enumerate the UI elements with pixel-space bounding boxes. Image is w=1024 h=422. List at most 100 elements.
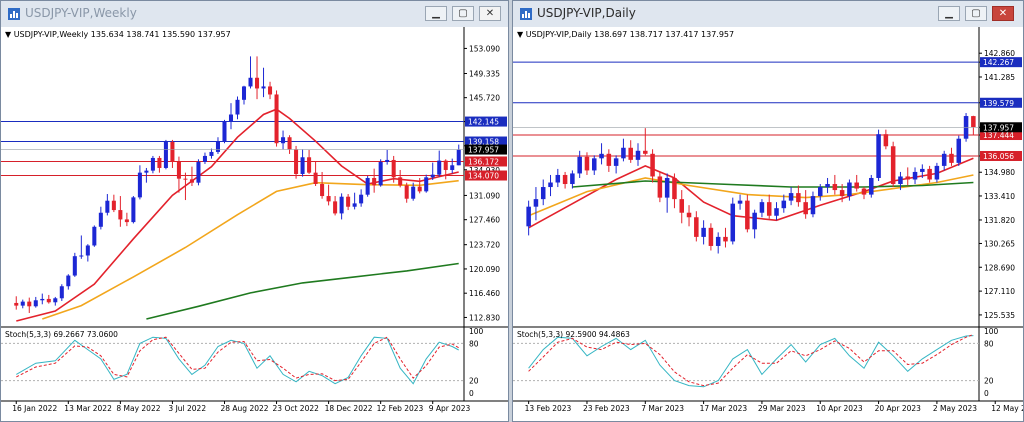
candle-body xyxy=(628,147,633,160)
close-button[interactable]: ✕ xyxy=(479,6,501,21)
candle-body xyxy=(526,206,531,227)
level-price-tag xyxy=(980,130,1022,141)
candle-body xyxy=(98,212,103,227)
candle-body xyxy=(53,298,58,303)
moving-average-green xyxy=(146,262,459,320)
candle-body xyxy=(339,196,344,214)
candle-body xyxy=(59,286,64,299)
candlestick xyxy=(759,199,765,218)
candlestick xyxy=(788,187,794,206)
candle-body xyxy=(971,116,976,128)
candle-body xyxy=(352,203,357,207)
candle-body xyxy=(40,298,45,301)
candlestick xyxy=(437,150,442,177)
candle-body xyxy=(346,196,351,207)
close-button[interactable]: ✕ xyxy=(992,6,1014,21)
candle-body xyxy=(33,300,38,307)
candlestick xyxy=(526,200,531,236)
candle-body xyxy=(268,86,273,95)
candle-body xyxy=(861,188,867,195)
candle-body xyxy=(404,185,409,199)
minimize-button[interactable]: ▁ xyxy=(938,6,960,21)
candle-body xyxy=(248,77,253,87)
candle-body xyxy=(548,182,553,188)
candlestick xyxy=(920,164,925,178)
candlestick xyxy=(869,174,874,198)
time-tick-label: 29 Mar 2023 xyxy=(758,404,806,413)
candlestick xyxy=(599,143,604,165)
price-tick-label: 112.830 xyxy=(469,313,500,322)
candlestick xyxy=(222,119,227,144)
candle-body xyxy=(657,176,663,198)
candlestick xyxy=(118,196,123,227)
candle-body xyxy=(222,121,227,142)
candlestick xyxy=(339,193,344,220)
candlestick xyxy=(606,149,612,172)
maximize-icon: ▢ xyxy=(971,8,981,19)
candle-body xyxy=(869,177,874,195)
moving-average-green xyxy=(572,180,974,188)
candle-body xyxy=(417,186,422,192)
candle-body xyxy=(694,217,699,237)
price-tick-label: 142.860 xyxy=(984,49,1015,58)
candle-body xyxy=(359,194,364,204)
candle-body xyxy=(196,161,201,183)
stoch-label: Stoch(5,3,3) 69.2667 73.0600 xyxy=(5,330,118,339)
maximize-button[interactable]: ▢ xyxy=(452,6,474,21)
candle-body xyxy=(672,177,677,200)
candle-body xyxy=(555,174,561,183)
candle-body xyxy=(228,114,234,122)
candle-body xyxy=(956,138,962,163)
candlestick xyxy=(694,211,699,242)
candlestick xyxy=(385,149,390,165)
maximize-button[interactable]: ▢ xyxy=(965,6,987,21)
candle-body xyxy=(450,165,455,170)
candle-body xyxy=(14,302,19,306)
daily-price-chart[interactable]: ▼ USDJPY-VIP,Daily 138.697 138.717 137.4… xyxy=(513,27,1023,421)
time-tick-label: 17 Mar 2023 xyxy=(700,404,748,413)
daily-chart-window[interactable]: USDJPY-VIP,Daily ▁ ▢ ✕ ▼ USDJPY-VIP,Dail… xyxy=(512,0,1024,422)
candle-body xyxy=(759,202,765,213)
candlestick xyxy=(163,139,168,170)
candlestick xyxy=(854,174,859,192)
candle-body xyxy=(752,212,757,230)
candlestick xyxy=(274,90,279,147)
candlestick xyxy=(737,194,743,210)
price-tick-label: 127.460 xyxy=(469,216,500,225)
weekly-price-chart[interactable]: ▼ USDJPY-VIP,Weekly 135.634 138.741 135.… xyxy=(1,27,508,421)
candlestick xyxy=(209,148,214,159)
candlestick xyxy=(883,129,889,150)
candlestick xyxy=(672,173,677,209)
candle-body xyxy=(189,179,194,183)
candlestick xyxy=(956,135,962,166)
candle-body xyxy=(934,165,940,180)
candle-body xyxy=(701,227,706,237)
level-price-label: 137.444 xyxy=(983,131,1014,140)
candle-body xyxy=(854,182,859,189)
candlestick xyxy=(456,144,461,166)
daily-window-titlebar[interactable]: USDJPY-VIP,Daily ▁ ▢ ✕ xyxy=(513,1,1023,28)
candle-body xyxy=(20,301,25,306)
candlestick xyxy=(540,179,546,206)
candle-body xyxy=(261,86,266,89)
candlestick xyxy=(398,169,403,188)
candlestick xyxy=(810,191,816,218)
candlestick xyxy=(905,167,911,186)
candlestick xyxy=(825,177,830,194)
candle-body xyxy=(365,177,370,195)
minimize-button[interactable]: ▁ xyxy=(425,6,447,21)
candlestick xyxy=(294,145,299,179)
candle-body xyxy=(85,245,90,256)
candle-body xyxy=(898,176,903,185)
candle-body xyxy=(803,202,808,215)
candlestick xyxy=(85,244,90,262)
candlestick xyxy=(189,166,194,187)
level-price-tag xyxy=(980,97,1022,108)
candlestick xyxy=(730,197,736,245)
weekly-window-titlebar[interactable]: USDJPY-VIP,Weekly ▁ ▢ ✕ xyxy=(1,1,508,28)
weekly-chart-window[interactable]: USDJPY-VIP,Weekly ▁ ▢ ✕ ▼ USDJPY-VIP,Wee… xyxy=(0,0,509,422)
moving-average-orange xyxy=(42,179,459,320)
candlestick xyxy=(941,150,947,171)
candle-body xyxy=(825,184,830,188)
level-price-label: 136.056 xyxy=(983,152,1014,161)
